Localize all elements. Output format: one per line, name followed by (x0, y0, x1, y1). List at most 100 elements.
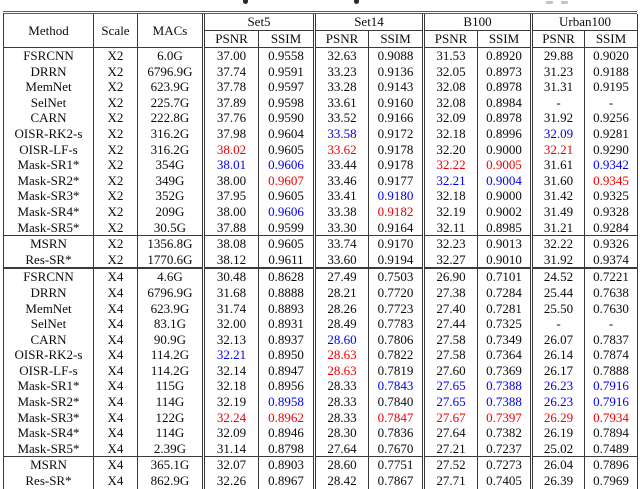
metric-cell: 0.8958 (258, 394, 315, 410)
metric-cell: 30.48 (202, 267, 259, 285)
metric-cell: 33.30 (313, 219, 369, 236)
metric-cell: 27.64 (313, 440, 369, 457)
metric-cell: 33.44 (313, 157, 369, 173)
metric-cell: 0.9607 (258, 172, 315, 189)
metric-cell: 32.22 (530, 235, 585, 252)
table-row: MemNet X2 623.9G 37.78 0.9597 33.28 0.9143 32.0… (4, 79, 638, 95)
table-row: OISR-RK2-s X4 114.2G 32.21 0.8950 28.63 0.7822… (4, 347, 638, 363)
col-header-psnr: PSNR (530, 30, 585, 48)
metric-cell: 27.60 (422, 362, 478, 379)
scale-cell: X2 (93, 251, 138, 269)
metric-cell: 0.9195 (584, 79, 638, 95)
metric-cell: 0.7896 (584, 456, 638, 474)
method-cell: OISR-LF-s (19, 141, 78, 157)
metric-cell: 0.8978 (476, 79, 532, 95)
table-row: Mask-SR2* X4 114G 32.19 0.8958 28.33 0.7840 27.… (4, 394, 638, 410)
cutoff-text-fragment (354, 0, 359, 4)
metric-cell: 32.63 (313, 47, 369, 64)
scale-cell: X4 (93, 456, 138, 474)
method-cell: CARN (30, 110, 67, 126)
metric-cell: 0.8903 (258, 456, 315, 474)
metric-cell: 28.33 (313, 394, 369, 410)
metric-cell: 31.74 (202, 300, 259, 317)
metric-cell: 31.49 (530, 203, 585, 220)
metric-cell: 38.00 (202, 203, 259, 220)
col-group-b100: B100 (421, 14, 532, 31)
table-row: Mask-SR5* X4 2.39G 31.14 0.8798 27.64 0.7670 27… (4, 440, 638, 457)
macs-cell: 6796.9G (137, 284, 204, 301)
metric-cell: 26.19 (530, 425, 585, 441)
metric-cell: 0.8967 (258, 473, 315, 489)
metric-cell: 0.9178 (368, 141, 424, 158)
metric-cell: 0.8931 (258, 316, 315, 332)
macs-cell: 114.2G (137, 347, 204, 363)
metric-cell: 31.42 (530, 188, 585, 204)
metric-cell: 31.92 (530, 251, 585, 269)
table-row: Mask-SR3* X4 122G 32.24 0.8962 28.33 0.7847 27.… (4, 409, 638, 426)
metric-cell: 26.23 (530, 394, 585, 410)
metric-cell: 0.8956 (258, 378, 315, 395)
metric-cell: 32.20 (422, 141, 478, 158)
metric-cell: 37.78 (202, 79, 259, 95)
scale-cell: X2 (93, 157, 138, 173)
metric-cell: 27.21 (422, 440, 478, 457)
metric-cell: 0.7397 (476, 409, 532, 426)
metric-cell: 0.7720 (368, 284, 424, 301)
scale-cell: X4 (93, 284, 138, 301)
metric-cell: 0.7405 (476, 473, 532, 489)
metric-cell: 0.9605 (258, 235, 315, 252)
metric-cell: 0.9164 (368, 219, 424, 236)
metric-cell: 0.8947 (258, 362, 315, 379)
metric-cell: 32.08 (422, 79, 478, 95)
metric-cell: 0.7325 (476, 316, 532, 332)
col-header-psnr: PSNR (202, 30, 259, 48)
table-row: Mask-SR1* X2 354G 38.01 0.9606 33.44 0.9178 32.… (4, 157, 638, 173)
metric-cell: 24.52 (530, 267, 585, 285)
metric-cell: 0.9599 (258, 219, 315, 236)
method-cell: MSRN (3, 456, 94, 474)
macs-cell: 209G (137, 203, 204, 220)
table-row: CARN X4 90.9G 32.13 0.8937 28.60 0.7806 27.58 0.… (4, 331, 638, 348)
metric-cell: 0.9160 (368, 94, 424, 111)
metric-cell: 32.26 (202, 473, 259, 489)
macs-cell: 623.9G (137, 79, 204, 95)
scale-cell: X4 (93, 316, 138, 332)
col-group-set5: Set5 (202, 14, 315, 31)
metric-cell: 26.29 (530, 409, 585, 426)
metric-cell: 0.7969 (584, 473, 638, 489)
scale-cell: X4 (93, 425, 138, 441)
table-row: OISR-RK2-s X2 316.2G 37.98 0.9604 33.58 0.9172… (4, 125, 638, 142)
metric-cell: 31.14 (202, 440, 259, 457)
metric-cell: 32.27 (422, 251, 478, 269)
macs-cell: 316.2G (137, 141, 204, 158)
col-header-scale: Scale (93, 14, 138, 48)
method-cell: Res-SR* (25, 251, 72, 267)
metric-cell: 0.9088 (368, 47, 424, 64)
metric-cell: 37.95 (202, 188, 259, 204)
metric-cell: 32.21 (202, 347, 259, 363)
metric-cell: 31.60 (530, 172, 585, 189)
metric-cell: 0.7101 (476, 267, 532, 285)
metric-cell: 27.64 (422, 425, 478, 441)
col-header-ssim: SSIM (584, 30, 638, 48)
metric-cell: 0.9374 (584, 251, 638, 269)
macs-cell: 4.6G (137, 267, 204, 285)
table-header: Method Scale MACs Set5 Set14 B100 Urban1… (3, 14, 638, 48)
table-body: FSRCNN X2 6.0G 37.00 0.9558 32.63 0.9088 31.53 0… (3, 47, 638, 489)
metric-cell: 33.23 (313, 63, 369, 80)
metric-cell: 37.00 (202, 47, 259, 64)
metric-cell: 0.7783 (368, 316, 424, 332)
metric-cell: 0.9328 (584, 203, 638, 220)
metric-cell: 0.8985 (476, 219, 532, 236)
metric-cell: 0.7369 (476, 362, 532, 379)
metric-cell: 28.63 (313, 362, 369, 379)
metric-cell: 0.9326 (584, 235, 638, 252)
method-cell: Mask-SR2* (17, 172, 80, 188)
metric-cell: 0.7934 (584, 409, 638, 426)
method-cell: CARN (30, 331, 67, 347)
metric-cell: 0.9172 (368, 125, 424, 142)
metric-cell: 33.58 (313, 125, 369, 142)
metric-cell: 0.9000 (476, 188, 532, 204)
scale-cell: X2 (93, 188, 138, 204)
metric-cell: 27.65 (422, 378, 478, 395)
